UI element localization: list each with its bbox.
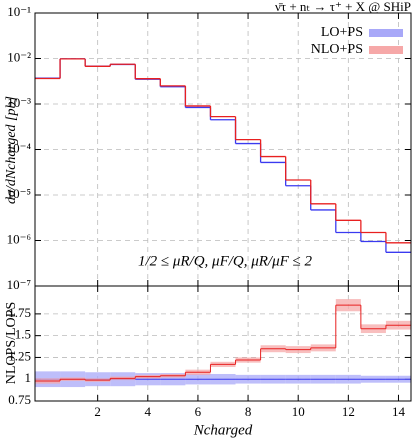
y-tick-label: 10⁻⁴ (7, 140, 32, 155)
y-tick-label: 10⁻⁶ (7, 231, 31, 246)
legend-swatch (369, 29, 403, 37)
y-tick-label: 1.75 (8, 305, 31, 320)
y-tick-label: 10⁻⁷ (7, 277, 31, 292)
ratio-axis-label: NLOPS/LOPS (4, 302, 19, 384)
y-tick-label: 10⁻⁵ (7, 186, 31, 201)
y-tick-label: 0.75 (8, 392, 31, 407)
x-tick-label: 8 (245, 404, 252, 419)
y-tick-label: 10⁻³ (7, 95, 31, 110)
x-tick-label: 6 (195, 404, 202, 419)
y-tick-label: 10⁻¹ (7, 4, 31, 19)
x-tick-label: 10 (292, 404, 305, 419)
x-tick-label: 4 (145, 404, 152, 419)
legend-label: LO+PS (321, 25, 363, 40)
x-tick-label: 12 (342, 404, 355, 419)
x-tick-label: 14 (392, 404, 406, 419)
x-tick-label: 2 (94, 404, 101, 419)
y-tick-label: 1 (25, 370, 32, 385)
plot-frame (34, 285, 412, 402)
legend-swatch (369, 46, 403, 54)
annotation: 1/2 ≤ μR/Q, μF/Q, μR/μF ≤ 2 (138, 253, 313, 269)
y-tick-label: 1.5 (15, 327, 31, 342)
x-axis-label: Ncharged (193, 422, 253, 438)
y-axis-label: dσ/dNcharged [pb] (4, 96, 19, 204)
y-tick-label: 10⁻² (7, 49, 31, 64)
chart-title: ν̄τ + nₜ → τ⁺ + X @ SHiP (275, 0, 411, 14)
y-tick-label: 1.25 (8, 348, 31, 363)
legend-label: NLO+PS (311, 42, 363, 57)
